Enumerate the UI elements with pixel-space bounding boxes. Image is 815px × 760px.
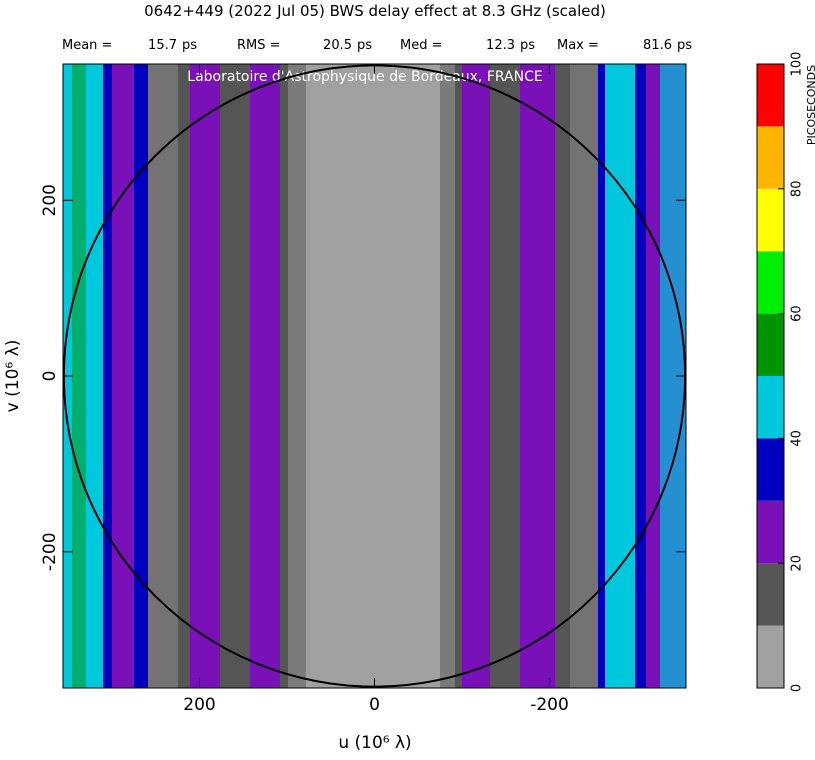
y-tick-label: 200 [40, 184, 60, 216]
colorbar-segment [757, 313, 784, 376]
colorbar-tick-label: 20 [790, 555, 805, 572]
colorbar-segment [757, 376, 784, 439]
colorbar-segment [757, 563, 784, 626]
colorbar-segment [757, 251, 784, 314]
colorbar-segment [757, 500, 784, 564]
x-tick-label: 0 [369, 695, 380, 715]
colorbar-segment [757, 188, 784, 252]
stat-value: 20.5 [323, 38, 352, 53]
colorbar-tick-label: 0 [790, 684, 805, 692]
colorbar-tick-label: 80 [790, 181, 805, 198]
watermark: Laboratoire d'Astrophysique de Bordeaux,… [187, 69, 542, 85]
stat-label: Max = [557, 38, 599, 53]
x-tick-label: 200 [183, 695, 215, 715]
stat-label: Med = [400, 38, 443, 53]
y-tick-label: -200 [40, 532, 60, 571]
stat-unit: ps [520, 38, 535, 53]
y-axis-label: v (10⁶ λ) [3, 340, 23, 413]
colorbar-tick-label: 40 [790, 430, 805, 447]
x-axis-label: u (10⁶ λ) [338, 733, 411, 753]
y-tick-label: 0 [40, 371, 60, 382]
chart-title: 0642+449 (2022 Jul 05) BWS delay effect … [144, 2, 606, 20]
colorbar-tick-label: 60 [790, 305, 805, 322]
colorbar-segment [757, 625, 784, 688]
colorbar-segment [757, 64, 784, 127]
stat-unit: ps [182, 38, 197, 53]
stat-label: Mean = [62, 38, 112, 53]
stat-value: 12.3 [486, 38, 515, 53]
stat-value: 15.7 [148, 38, 177, 53]
stat-unit: ps [677, 38, 692, 53]
colorbar-segment [757, 126, 784, 189]
stat-value: 81.6 [643, 38, 672, 53]
stats: Mean = 15.7 ps RMS = 20.5 ps Med = 12.3 ps Max = 8… [62, 38, 692, 53]
colorbar-segment [757, 438, 784, 501]
stat-unit: ps [357, 38, 372, 53]
colorbar-label: PICOSECONDS [805, 65, 815, 145]
map-background [63, 64, 686, 688]
x-tick-label: -200 [530, 695, 569, 715]
stat-label: RMS = [237, 38, 281, 53]
colorbar-tick-label: 100 [790, 52, 805, 77]
colorbar-frame [756, 63, 785, 689]
